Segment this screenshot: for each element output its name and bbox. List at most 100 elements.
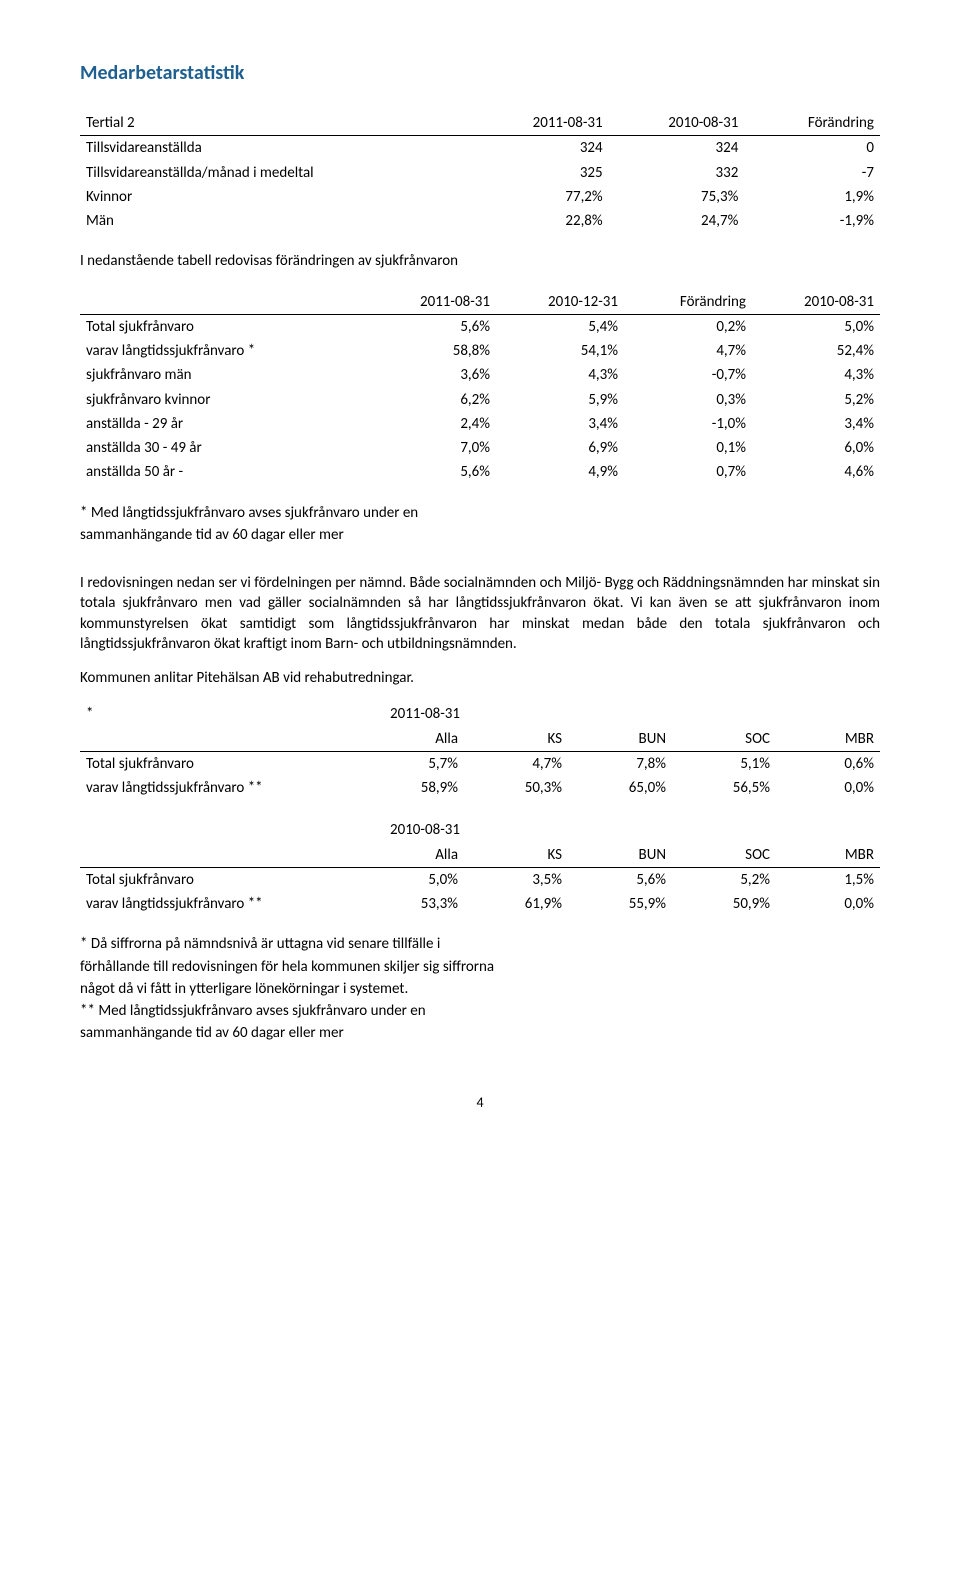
c: 61,9% xyxy=(464,892,568,916)
c: 5,6% xyxy=(368,314,496,339)
c: 4,3% xyxy=(496,363,624,387)
table-row: Män 22,8% 24,7% -1,9% xyxy=(80,209,880,233)
t2-h0 xyxy=(80,290,368,315)
body-paragraph-2: Kommunen anlitar Pitehälsan AB vid rehab… xyxy=(80,668,880,688)
c: 5,9% xyxy=(496,388,624,412)
t4-h0-blank xyxy=(80,843,360,868)
c: 6,0% xyxy=(752,436,880,460)
t1-r2c2: 75,3% xyxy=(609,185,745,209)
c: 5,6% xyxy=(368,460,496,484)
c: 5,1% xyxy=(672,751,776,776)
c: Total sjukfrånvaro xyxy=(80,751,360,776)
body-paragraph-1: I redovisningen nedan ser vi fördelninge… xyxy=(80,573,880,654)
c: 4,9% xyxy=(496,460,624,484)
table-row: sjukfrånvaro män3,6%4,3%-0,7%4,3% xyxy=(80,363,880,387)
table-row: anställda - 29 år2,4%3,4%-1,0%3,4% xyxy=(80,412,880,436)
c: 6,2% xyxy=(368,388,496,412)
t1-r3c1: 22,8% xyxy=(473,209,609,233)
t4-h5: MBR xyxy=(776,843,880,868)
c: sjukfrånvaro män xyxy=(80,363,368,387)
c: 50,9% xyxy=(672,892,776,916)
t1-h1: 2011-08-31 xyxy=(473,111,609,136)
t3-h1: Alla xyxy=(360,727,464,752)
t1-h2: 2010-08-31 xyxy=(609,111,745,136)
c: 0,1% xyxy=(624,436,752,460)
table-row: anställda 50 år -5,6%4,9%0,7%4,6% xyxy=(80,460,880,484)
t2-h2: 2010-12-31 xyxy=(496,290,624,315)
c: 5,0% xyxy=(752,314,880,339)
t1-r1c2: 332 xyxy=(609,161,745,185)
c: 50,3% xyxy=(464,776,568,800)
table-row: Total sjukfrånvaro5,7%4,7%7,8%5,1%0,6% xyxy=(80,751,880,776)
c: -1,0% xyxy=(624,412,752,436)
t1-h0: Tertial 2 xyxy=(80,111,473,136)
c: varav långtidssjukfrånvaro * xyxy=(80,339,368,363)
c: 58,8% xyxy=(368,339,496,363)
c: 0,0% xyxy=(776,892,880,916)
c: 3,6% xyxy=(368,363,496,387)
c: Total sjukfrånvaro xyxy=(80,314,368,339)
c: 5,2% xyxy=(672,867,776,892)
c: sjukfrånvaro kvinnor xyxy=(80,388,368,412)
table-row: Total sjukfrånvaro5,0%3,5%5,6%5,2%1,5% xyxy=(80,867,880,892)
t2-h4: 2010-08-31 xyxy=(752,290,880,315)
c: 54,1% xyxy=(496,339,624,363)
t1-r2c1: 77,2% xyxy=(473,185,609,209)
c: 0,0% xyxy=(776,776,880,800)
c: 58,9% xyxy=(360,776,464,800)
c: 0,6% xyxy=(776,751,880,776)
t4-h1: Alla xyxy=(360,843,464,868)
t1-r0c1: 324 xyxy=(473,136,609,161)
c: 53,3% xyxy=(360,892,464,916)
table-row: varav långtidssjukfrånvaro **58,9%50,3%6… xyxy=(80,776,880,800)
footnote-2-line3: något då vi fått in ytterligare lönekörn… xyxy=(80,979,640,999)
c: 7,0% xyxy=(368,436,496,460)
table-row: Total sjukfrånvaro5,6%5,4%0,2%5,0% xyxy=(80,314,880,339)
c: 3,4% xyxy=(752,412,880,436)
c: anställda 30 - 49 år xyxy=(80,436,368,460)
table-row: varav långtidssjukfrånvaro **53,3%61,9% 5… xyxy=(80,892,880,916)
c: 4,7% xyxy=(464,751,568,776)
t4-date: 2010-08-31 xyxy=(360,818,880,842)
t2-h3: Förändring xyxy=(624,290,752,315)
t1-r1c0: Tillsvidareanställda/månad i medeltal xyxy=(80,161,473,185)
table-sjukfranvaro: 2011-08-31 2010-12-31 Förändring 2010-08… xyxy=(80,290,880,485)
footnote-1-line1: * Med långtidssjukfrånvaro avses sjukfrå… xyxy=(80,503,640,523)
c: 4,3% xyxy=(752,363,880,387)
t1-r2c0: Kvinnor xyxy=(80,185,473,209)
c: 52,4% xyxy=(752,339,880,363)
t3-date: 2011-08-31 xyxy=(360,702,880,726)
t4-blank xyxy=(80,818,360,842)
t1-r2c3: 1,9% xyxy=(744,185,880,209)
c: 65,0% xyxy=(568,776,672,800)
t1-r1c3: -7 xyxy=(744,161,880,185)
c: 5,2% xyxy=(752,388,880,412)
footnote-2-line5: sammanhängande tid av 60 dagar eller mer xyxy=(80,1023,640,1043)
footnote-2-line1: * Då siffrorna på nämndsnivå är uttagna … xyxy=(80,934,640,954)
t3-h2: KS xyxy=(464,727,568,752)
table-per-namnd-2010: 2010-08-31 Alla KS BUN SOC MBR Total sju… xyxy=(80,818,880,916)
t3-h3: BUN xyxy=(568,727,672,752)
t4-h3: BUN xyxy=(568,843,672,868)
c: 3,4% xyxy=(496,412,624,436)
t3-h4: SOC xyxy=(672,727,776,752)
c: 0,3% xyxy=(624,388,752,412)
t1-h3: Förändring xyxy=(744,111,880,136)
page-number: 4 xyxy=(80,1094,880,1113)
c: varav långtidssjukfrånvaro ** xyxy=(80,892,360,916)
t1-r0c0: Tillsvidareanställda xyxy=(80,136,473,161)
c: 4,7% xyxy=(624,339,752,363)
c: 2,4% xyxy=(368,412,496,436)
c: 6,9% xyxy=(496,436,624,460)
table-tertial: Tertial 2 2011-08-31 2010-08-31 Förändri… xyxy=(80,111,880,233)
footnote-2-line2: förhållande till redovisningen för hela … xyxy=(80,957,640,977)
page-heading: Medarbetarstatistik xyxy=(80,60,880,87)
t3-star: * xyxy=(80,702,360,726)
table-per-namnd-2011: * 2011-08-31 Alla KS BUN SOC MBR Total s… xyxy=(80,702,880,800)
c: 4,6% xyxy=(752,460,880,484)
c: 7,8% xyxy=(568,751,672,776)
c: 5,0% xyxy=(360,867,464,892)
t1-r1c1: 325 xyxy=(473,161,609,185)
c: 3,5% xyxy=(464,867,568,892)
c: 0,7% xyxy=(624,460,752,484)
